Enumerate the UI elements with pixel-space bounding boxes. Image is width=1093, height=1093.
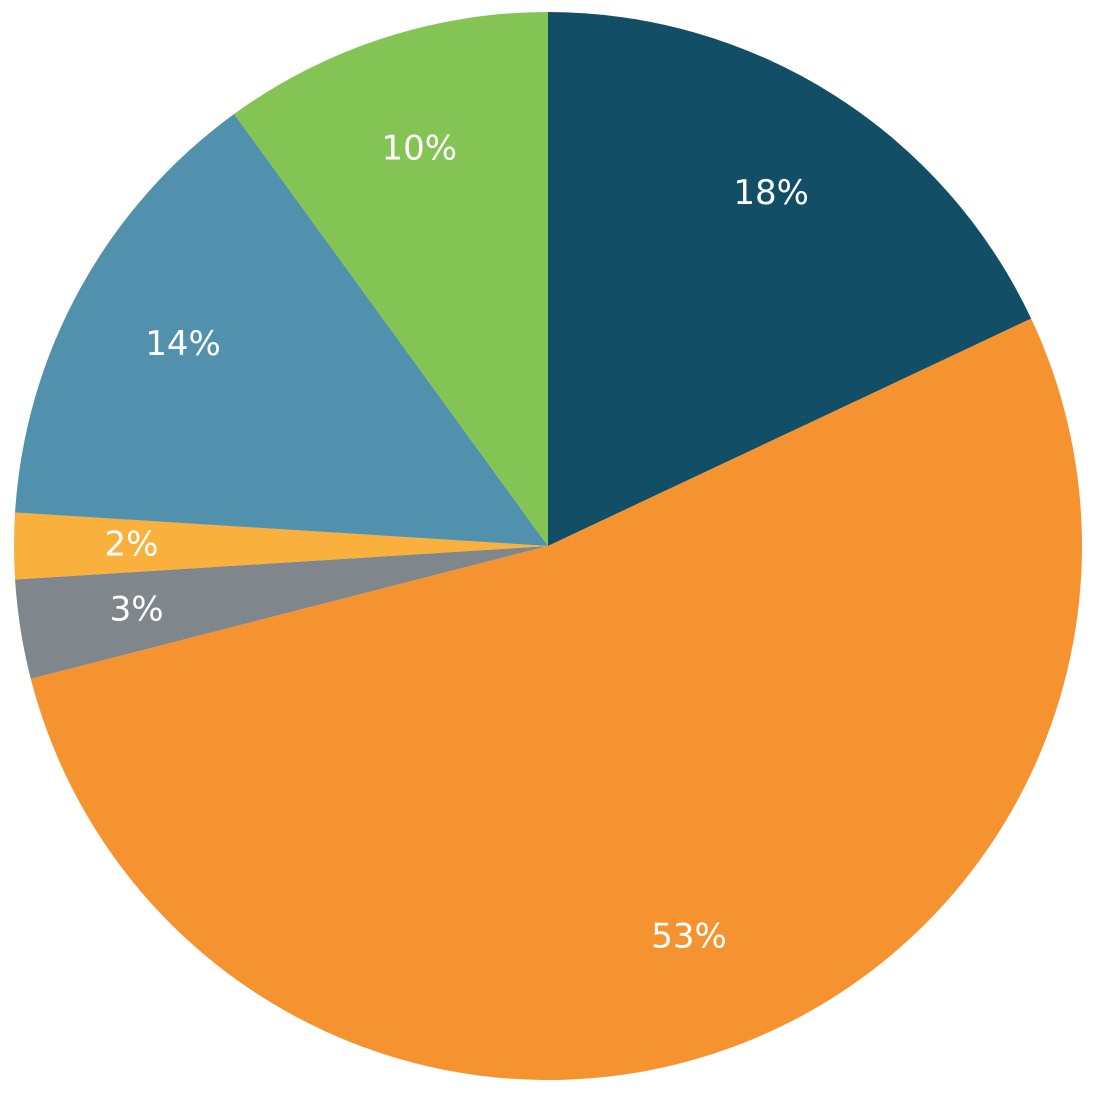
pie-slice	[15, 546, 549, 679]
data-label: 3%	[110, 590, 164, 630]
data-label: 10%	[381, 128, 457, 168]
data-label: 53%	[651, 916, 727, 956]
pie-slice	[548, 12, 1032, 546]
pie-slice	[234, 12, 548, 546]
data-label: 18%	[733, 173, 809, 213]
pie-slice	[30, 318, 1082, 1081]
data-label: 14%	[145, 324, 221, 364]
pie-slice	[15, 113, 549, 546]
data-label: 2%	[105, 525, 159, 565]
pie-slice	[13, 512, 548, 580]
